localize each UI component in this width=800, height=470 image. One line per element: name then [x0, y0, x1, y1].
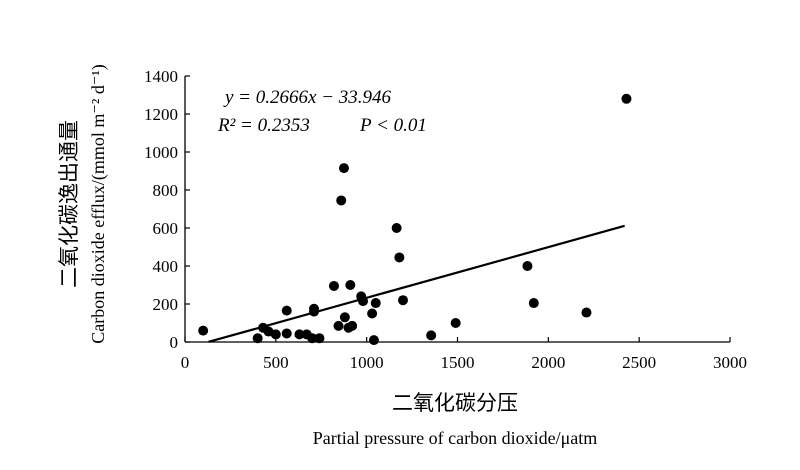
y-tick-label: 600: [153, 219, 179, 238]
data-point: [394, 252, 405, 263]
data-point: [358, 296, 369, 307]
trendline: [208, 224, 625, 343]
data-point: [308, 303, 319, 314]
y-tick-label: 800: [153, 181, 179, 200]
x-tick-label: 2500: [622, 353, 656, 372]
x-ticks: 0 500 1000 1500 2000 2500 3000: [181, 337, 747, 372]
data-point: [345, 280, 356, 290]
data-point: [426, 330, 437, 341]
data-point: [328, 280, 339, 291]
data-point: [581, 307, 592, 318]
y-axis-title-cn: 二氧化碳逸出通量: [57, 120, 81, 288]
y-axis-title-en-group: Carbon dioxide efflux/(mmol m⁻² d⁻¹): [88, 64, 109, 343]
data-point: [281, 305, 292, 316]
x-tick-label: 1500: [441, 353, 475, 372]
data-point: [450, 318, 461, 328]
y-tick-label: 200: [153, 295, 179, 314]
p-value-label: P < 0.01: [359, 115, 427, 136]
y-tick-label: 400: [153, 257, 179, 276]
x-tick-label: 1000: [350, 353, 384, 372]
y-tick-label: 0: [170, 333, 179, 352]
data-point: [252, 333, 263, 344]
data-point: [314, 333, 325, 344]
x-tick-label: 0: [181, 353, 190, 372]
data-point: [270, 329, 281, 340]
x-tick-label: 2000: [531, 353, 565, 372]
points-group: [198, 93, 632, 346]
data-point: [391, 223, 402, 233]
data-point: [367, 308, 378, 319]
y-tick-label: 1000: [144, 143, 178, 162]
r-squared-label: R² = 0.2353: [217, 115, 310, 136]
y-tick-label: 1400: [144, 67, 178, 86]
x-tick-label: 500: [263, 353, 289, 372]
regression-equation: y = 0.2666x − 33.946: [223, 87, 392, 108]
data-point: [347, 320, 358, 331]
data-point: [398, 295, 408, 306]
data-point: [370, 298, 381, 309]
trendline-group: [208, 224, 625, 343]
data-point: [333, 320, 344, 331]
x-axis-title-en: Partial pressure of carbon dioxide/μatm: [313, 428, 598, 448]
y-ticks: 0 200 400 600 800 1000 1200 1400: [144, 67, 190, 352]
y-tick-label: 1200: [144, 105, 178, 124]
data-point: [307, 333, 318, 344]
data-point: [621, 93, 632, 104]
data-point: [368, 335, 379, 346]
data-point: [281, 328, 292, 339]
y-axis-title-en: Carbon dioxide efflux/(mmol m⁻² d⁻¹): [88, 64, 109, 343]
x-axis-title-cn: 二氧化碳分压: [392, 391, 518, 415]
x-tick-label: 3000: [713, 353, 747, 372]
y-axis-title: 二氧化碳逸出通量: [57, 120, 81, 288]
data-point: [528, 298, 539, 309]
data-point: [294, 329, 305, 340]
data-point: [198, 325, 209, 336]
data-point: [339, 312, 350, 323]
data-point: [336, 195, 347, 206]
data-point: [338, 163, 349, 174]
data-point: [522, 261, 533, 271]
